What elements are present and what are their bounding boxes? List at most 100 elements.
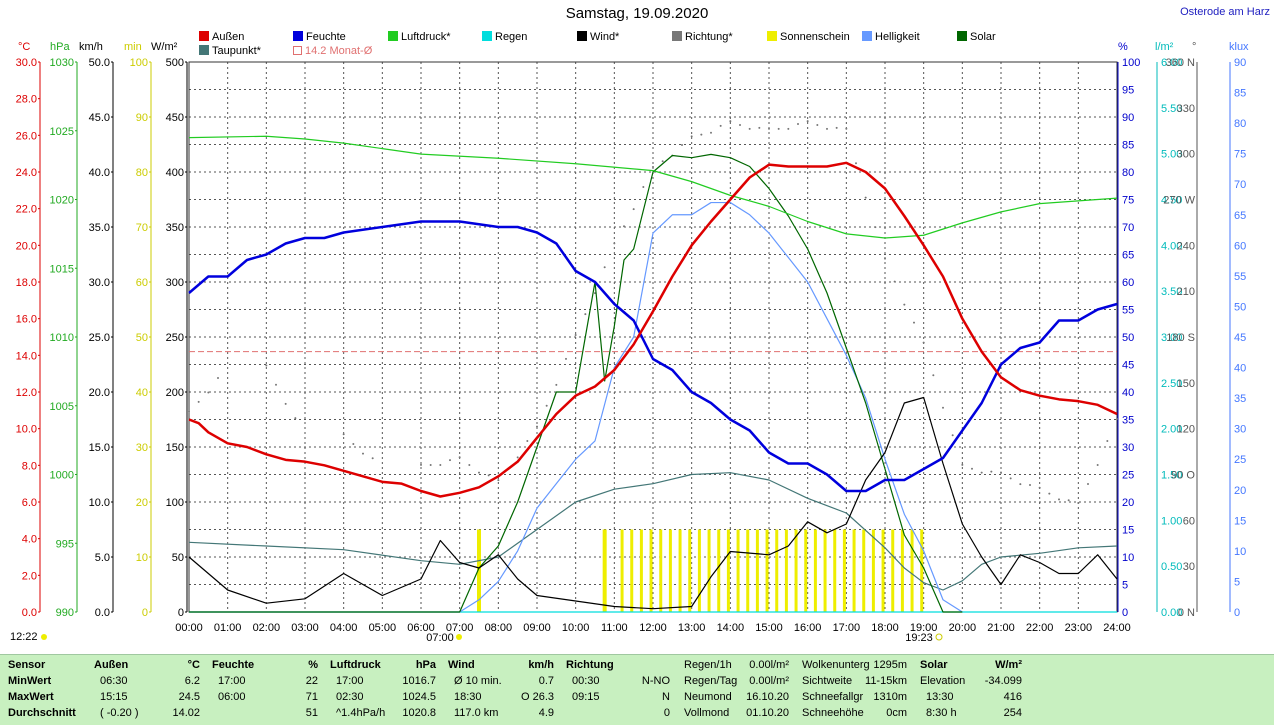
legend-swatch (482, 31, 492, 41)
x-tick-label: 10:00 (562, 622, 590, 634)
stats-value-label: 8:30 h (926, 707, 957, 719)
stats-row-label: MinWert (8, 675, 52, 687)
stats-value-label: Wolkenunterg (802, 659, 870, 671)
axis-tick-label: 70 (1234, 179, 1246, 191)
axis-tick-label: 150 (166, 442, 184, 454)
series-line-helligkeit (189, 201, 963, 613)
axis-tick-label: 1000 (50, 470, 74, 482)
x-tick-label: 05:00 (369, 622, 397, 634)
direction-point (845, 127, 848, 130)
series-line-taupunkt (188, 472, 1118, 591)
stats-value: 0.00l/m² (749, 675, 789, 687)
axis-tick-label: 990 (56, 607, 74, 619)
legend-item: Solar (957, 31, 996, 43)
axis-tick-label: 360 N (1166, 57, 1195, 69)
axis-unit-label: l/m² (1155, 41, 1174, 53)
direction-point (874, 226, 877, 229)
direction-point (555, 383, 558, 386)
axis-tick-label: 30.0 (16, 57, 37, 69)
axis-tick-label: 35.0 (89, 222, 110, 234)
x-tick-label: 18:00 (871, 622, 899, 634)
axis-tick-label: 30.0 (89, 277, 110, 289)
axis-tick-label: 22.0 (16, 204, 37, 216)
stats-value: 1024.5 (402, 691, 436, 703)
x-tick-label: 20:00 (949, 622, 977, 634)
direction-point (574, 334, 577, 336)
direction-point (468, 463, 471, 466)
axis-tick-label: 60 (1234, 240, 1246, 252)
stats-header: Luftdruck (330, 659, 381, 671)
sunset-sun-icon (935, 633, 943, 641)
legend-item: Regen (482, 31, 527, 43)
axis-tick-label: 75 (1234, 149, 1246, 161)
axis-tick-label: 10 (1122, 552, 1134, 564)
direction-point (1096, 464, 1099, 467)
axis-tick-label: 90 (136, 112, 148, 124)
axis-tick-label: 1015 (50, 263, 74, 275)
axis-tick-label: 70 (1122, 222, 1134, 234)
axis-tick-label: 18.0 (16, 277, 37, 289)
stats-value: 0.00l/m² (749, 659, 789, 671)
direction-point (1116, 418, 1118, 421)
axis-tick-label: 45.0 (89, 112, 110, 124)
axis-tick-label: 40 (1122, 387, 1134, 399)
direction-point (777, 127, 780, 130)
axis-tick-label: 20.0 (16, 240, 37, 252)
stats-header-unit: hPa (415, 659, 436, 671)
axis-tick-label: 16.0 (16, 314, 37, 326)
legend-swatch (577, 31, 587, 41)
axis-tick-label: 40 (1234, 363, 1246, 375)
stats-value: 1295m (873, 659, 907, 671)
axis-tick-label: 500 (166, 57, 184, 69)
axis-tick-label: 4.50 (1161, 195, 1182, 207)
stats-value-label: Schneehöhe (802, 707, 864, 719)
direction-point (478, 471, 480, 474)
axis-tick-label: 80 (136, 167, 148, 179)
stats-header-unit: km/h (528, 659, 554, 671)
direction-point (603, 266, 606, 269)
axis-tick-label: 250 (166, 332, 184, 344)
direction-point (188, 410, 190, 413)
axis-tick-label: 50 (1234, 301, 1246, 313)
axis-tick-label: 1025 (50, 126, 74, 138)
stats-value: 1020.8 (402, 707, 436, 719)
direction-point (739, 124, 741, 127)
stats-value: 0 (663, 707, 670, 719)
stats-value-label: 18:30 (454, 691, 482, 703)
x-tick-label: 06:00 (407, 622, 435, 634)
stats-value: -34.099 (984, 675, 1022, 687)
stats-panel: Sensor MinWert MaxWert Durchschnitt Außen °C 0… (0, 654, 1274, 725)
direction-point (371, 457, 374, 460)
direction-point (787, 127, 790, 130)
direction-point (516, 456, 519, 459)
axis-tick-label: 65 (1234, 210, 1246, 222)
axis-unit-label: klux (1229, 41, 1249, 53)
axis-tick-label: 2.0 (22, 570, 37, 582)
axis-tick-label: 60 (1183, 515, 1195, 527)
stats-value: 24.5 (178, 691, 200, 703)
axis-tick-label: 330 (1177, 103, 1195, 115)
legend-item: Luftdruck* (388, 31, 451, 43)
direction-point (661, 160, 664, 163)
stats-value-label: Schneefallgr (802, 691, 864, 703)
axis-tick-label: 0.50 (1161, 561, 1182, 573)
direction-point (565, 357, 567, 360)
direction-point (835, 126, 838, 129)
x-tick-label: 21:00 (987, 622, 1015, 634)
x-tick-label: 19:00 (910, 622, 938, 634)
direction-point (884, 257, 886, 260)
legend-item: 14.2 Monat-Ø (293, 45, 372, 57)
x-tick-label: 24:00 (1103, 622, 1131, 634)
stats-value-label: 06:30 (100, 675, 128, 687)
axis-tick-label: 60 (1122, 277, 1134, 289)
axis-tick-label: 95 (1122, 85, 1134, 97)
axis-tick-label: 8.0 (22, 460, 37, 472)
direction-point (961, 463, 964, 466)
axis-tick-label: 200 (166, 387, 184, 399)
series-line-solar (189, 153, 963, 613)
axis-unit-label: hPa (50, 41, 70, 53)
sunset-marker: 19:23 (905, 632, 933, 644)
legend-item: Außen (199, 31, 244, 43)
axis-tick-label: 15.0 (89, 442, 110, 454)
direction-point (420, 463, 422, 466)
